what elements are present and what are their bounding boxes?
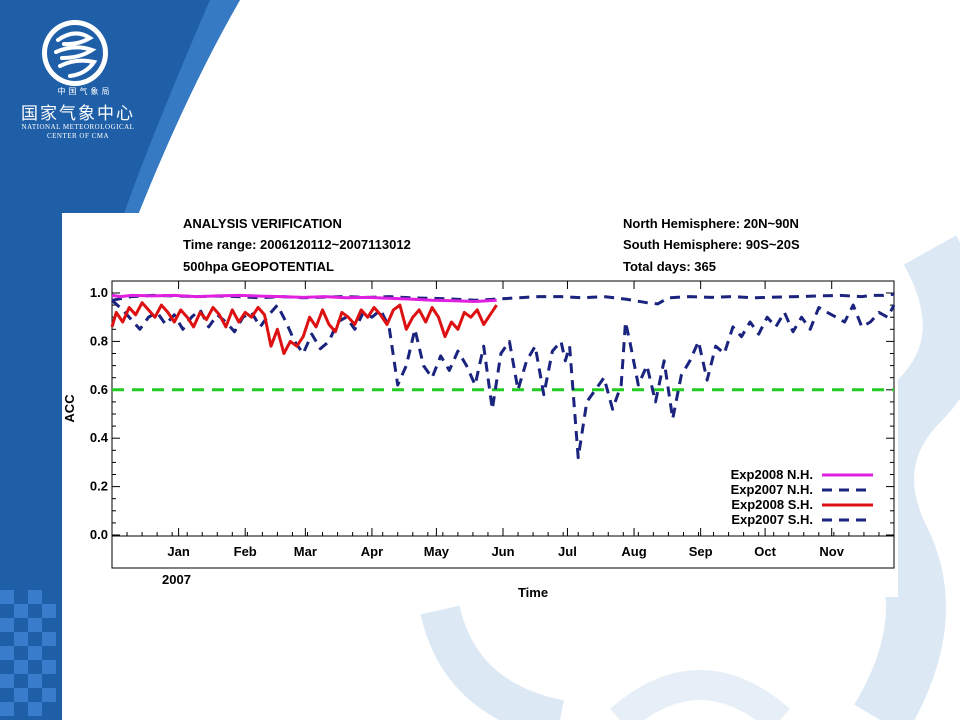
y-tick-label: 1.0 xyxy=(90,285,108,300)
legend-label: Exp2008 N.H. xyxy=(731,467,813,482)
corner-checker-pattern xyxy=(0,590,56,716)
x-tick-label: May xyxy=(424,544,450,559)
legend-label: Exp2008 S.H. xyxy=(731,497,813,512)
header-time-range: Time range: 2006120112~2007113012 xyxy=(183,237,411,252)
x-tick-label: Apr xyxy=(361,544,383,559)
y-axis-label: ACC xyxy=(62,394,77,423)
x-tick-label: Aug xyxy=(621,544,646,559)
acc-line-chart: 0.0 0.2 0.4 0.6 0.8 1.0 Jan Feb Mar Apr May Jun Jul A… xyxy=(62,280,896,597)
header-total-days: Total days: 365 xyxy=(623,259,716,274)
y-tick-label: 0.4 xyxy=(90,430,109,445)
y-tick-label: 0.6 xyxy=(90,382,108,397)
legend-label: Exp2007 S.H. xyxy=(731,512,813,527)
x-tick-label: Feb xyxy=(234,544,257,559)
legend-label: Exp2007 N.H. xyxy=(731,482,813,497)
x-tick-label: Jan xyxy=(167,544,189,559)
header-south-hemisphere: South Hemisphere: 90S~20S xyxy=(623,237,800,252)
org-name-label: 国家气象中心 xyxy=(21,104,135,124)
y-tick-label: 0.0 xyxy=(90,527,108,542)
y-tick-label: 0.8 xyxy=(90,333,108,348)
cma-logo-icon xyxy=(42,20,108,86)
org-english-line2: CENTER OF CMA xyxy=(46,132,110,140)
series-line-exp2008-n-h- xyxy=(111,293,497,303)
series-line-exp2008-s-h- xyxy=(110,301,498,355)
x-tick-label: Jun xyxy=(491,544,514,559)
x-axis-label: Time xyxy=(518,585,548,597)
x-tick-label: Mar xyxy=(294,544,317,559)
x-tick-label: Oct xyxy=(754,544,776,559)
year-label: 2007 xyxy=(162,572,191,587)
series-line-exp2007-s-h- xyxy=(110,299,896,460)
x-tick-label: Jul xyxy=(558,544,577,559)
y-tick-label: 0.2 xyxy=(90,479,108,494)
org-small-label: 中国气象局 xyxy=(57,87,113,96)
header-title: ANALYSIS VERIFICATION xyxy=(183,216,342,231)
x-tick-label: Sep xyxy=(689,544,713,559)
org-english-line1: NATIONAL METEOROLOGICAL xyxy=(21,123,135,131)
header-variable: 500hpa GEOPOTENTIAL xyxy=(183,259,334,274)
chart-figure: ANALYSIS VERIFICATION Time range: 200612… xyxy=(62,213,898,597)
slide-left-banner xyxy=(0,0,240,720)
x-tick-label: Nov xyxy=(819,544,844,559)
header-north-hemisphere: North Hemisphere: 20N~90N xyxy=(623,216,799,231)
